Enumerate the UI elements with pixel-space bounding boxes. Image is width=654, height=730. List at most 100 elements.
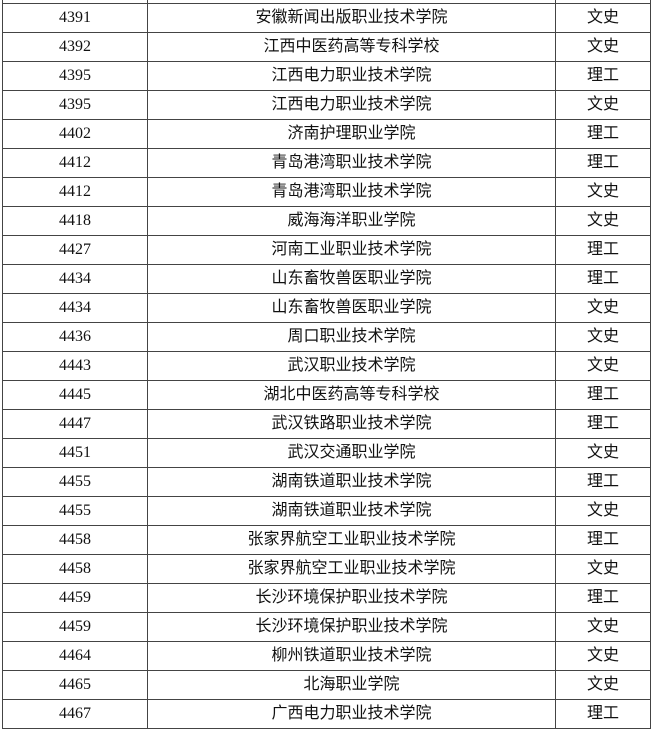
track-cell: 文史 — [555, 351, 651, 381]
school-cell: 张家界航空工业职业技术学院 — [147, 554, 556, 584]
score-cell: 4434 — [2, 264, 148, 294]
track-cell: 文史 — [555, 670, 651, 700]
track-cell: 理工 — [555, 264, 651, 294]
score-cell: 4458 — [2, 554, 148, 584]
score-cell: 4427 — [2, 235, 148, 265]
school-cell: 张家界航空工业职业技术学院 — [147, 525, 556, 555]
track-cell: 文史 — [555, 554, 651, 584]
score-cell: 4458 — [2, 525, 148, 555]
track-cell: 理工 — [555, 583, 651, 613]
track-cell: 文史 — [555, 322, 651, 352]
track-cell: 理工 — [555, 467, 651, 497]
school-cell: 济南护理职业学院 — [147, 119, 556, 149]
table-row: 4458 张家界航空工业职业技术学院 理工 — [2, 525, 651, 555]
score-cell: 4451 — [2, 438, 148, 468]
table-row: 4392 江西中医药高等专科学校 文史 — [2, 32, 651, 62]
school-cell: 江西电力职业技术学院 — [147, 61, 556, 91]
track-cell: 理工 — [555, 61, 651, 91]
school-cell: 山东畜牧兽医职业学院 — [147, 264, 556, 294]
school-cell: 武汉职业技术学院 — [147, 351, 556, 381]
school-cell: 武汉铁路职业技术学院 — [147, 409, 556, 439]
school-cell: 江西电力职业技术学院 — [147, 90, 556, 120]
track-cell: 文史 — [555, 32, 651, 62]
school-cell: 江西中医药高等专科学校 — [147, 32, 556, 62]
track-cell: 文史 — [555, 3, 651, 33]
table-row: 4451 武汉交通职业学院 文史 — [2, 438, 651, 468]
score-cell: 4392 — [2, 32, 148, 62]
track-cell: 理工 — [555, 119, 651, 149]
school-cell: 长沙环境保护职业技术学院 — [147, 612, 556, 642]
table-row: 4459 长沙环境保护职业技术学院 理工 — [2, 583, 651, 613]
score-cell: 4402 — [2, 119, 148, 149]
table-row: 4395 江西电力职业技术学院 理工 — [2, 61, 651, 91]
school-cell: 青岛港湾职业技术学院 — [147, 148, 556, 178]
school-cell: 山东畜牧兽医职业学院 — [147, 293, 556, 323]
score-cell: 4391 — [2, 3, 148, 33]
track-cell: 文史 — [555, 641, 651, 671]
table-row: 4395 江西电力职业技术学院 文史 — [2, 90, 651, 120]
track-cell: 理工 — [555, 235, 651, 265]
track-cell: 文史 — [555, 206, 651, 236]
track-cell: 文史 — [555, 90, 651, 120]
table-row: 4412 青岛港湾职业技术学院 文史 — [2, 177, 651, 207]
track-cell: 理工 — [555, 699, 651, 729]
table-row: 4427 河南工业职业技术学院 理工 — [2, 235, 651, 265]
score-cell: 4434 — [2, 293, 148, 323]
track-cell: 文史 — [555, 438, 651, 468]
table-row: 4434 山东畜牧兽医职业学院 理工 — [2, 264, 651, 294]
table-row: 4434 山东畜牧兽医职业学院 文史 — [2, 293, 651, 323]
school-cell: 安徽新闻出版职业技术学院 — [147, 3, 556, 33]
score-cell: 4455 — [2, 467, 148, 497]
school-cell: 广西电力职业技术学院 — [147, 699, 556, 729]
score-cell: 4455 — [2, 496, 148, 526]
table-row: 4464 柳州铁道职业技术学院 文史 — [2, 641, 651, 671]
track-cell: 理工 — [555, 525, 651, 555]
table-row: 4436 周口职业技术学院 文史 — [2, 322, 651, 352]
score-cell: 4395 — [2, 61, 148, 91]
score-cell: 4464 — [2, 641, 148, 671]
table-row: 4458 张家界航空工业职业技术学院 文史 — [2, 554, 651, 584]
table-row: 4445 湖北中医药高等专科学校 理工 — [2, 380, 651, 410]
school-cell: 柳州铁道职业技术学院 — [147, 641, 556, 671]
score-cell: 4412 — [2, 148, 148, 178]
score-cell: 4465 — [2, 670, 148, 700]
score-cell: 4443 — [2, 351, 148, 381]
table-row: 4402 济南护理职业学院 理工 — [2, 119, 651, 149]
table-row: 4391 安徽新闻出版职业技术学院 文史 — [2, 3, 651, 33]
table-row: 4447 武汉铁路职业技术学院 理工 — [2, 409, 651, 439]
school-cell: 周口职业技术学院 — [147, 322, 556, 352]
school-cell: 长沙环境保护职业技术学院 — [147, 583, 556, 613]
table-row: 4467 广西电力职业技术学院 理工 — [2, 699, 651, 729]
score-cell: 4436 — [2, 322, 148, 352]
school-cell: 河南工业职业技术学院 — [147, 235, 556, 265]
table-row: 4455 湖南铁道职业技术学院 理工 — [2, 467, 651, 497]
track-cell: 理工 — [555, 148, 651, 178]
school-cell: 湖北中医药高等专科学校 — [147, 380, 556, 410]
score-cell: 4459 — [2, 612, 148, 642]
school-cell: 武汉交通职业学院 — [147, 438, 556, 468]
school-cell: 北海职业学院 — [147, 670, 556, 700]
school-cell: 湖南铁道职业技术学院 — [147, 467, 556, 497]
track-cell: 理工 — [555, 409, 651, 439]
table-row: 4459 长沙环境保护职业技术学院 文史 — [2, 612, 651, 642]
table-row: 4412 青岛港湾职业技术学院 理工 — [2, 148, 651, 178]
score-cell: 4395 — [2, 90, 148, 120]
school-cell: 青岛港湾职业技术学院 — [147, 177, 556, 207]
score-cell: 4412 — [2, 177, 148, 207]
table-row: 4418 威海海洋职业学院 文史 — [2, 206, 651, 236]
score-cell: 4445 — [2, 380, 148, 410]
table-row: 4455 湖南铁道职业技术学院 文史 — [2, 496, 651, 526]
score-cell: 4467 — [2, 699, 148, 729]
table-row: 4465 北海职业学院 文史 — [2, 670, 651, 700]
track-cell: 理工 — [555, 380, 651, 410]
track-cell: 文史 — [555, 612, 651, 642]
school-cell: 湖南铁道职业技术学院 — [147, 496, 556, 526]
score-cell: 4418 — [2, 206, 148, 236]
table-row: 4443 武汉职业技术学院 文史 — [2, 351, 651, 381]
track-cell: 文史 — [555, 293, 651, 323]
score-cell: 4447 — [2, 409, 148, 439]
track-cell: 文史 — [555, 496, 651, 526]
score-cell: 4459 — [2, 583, 148, 613]
